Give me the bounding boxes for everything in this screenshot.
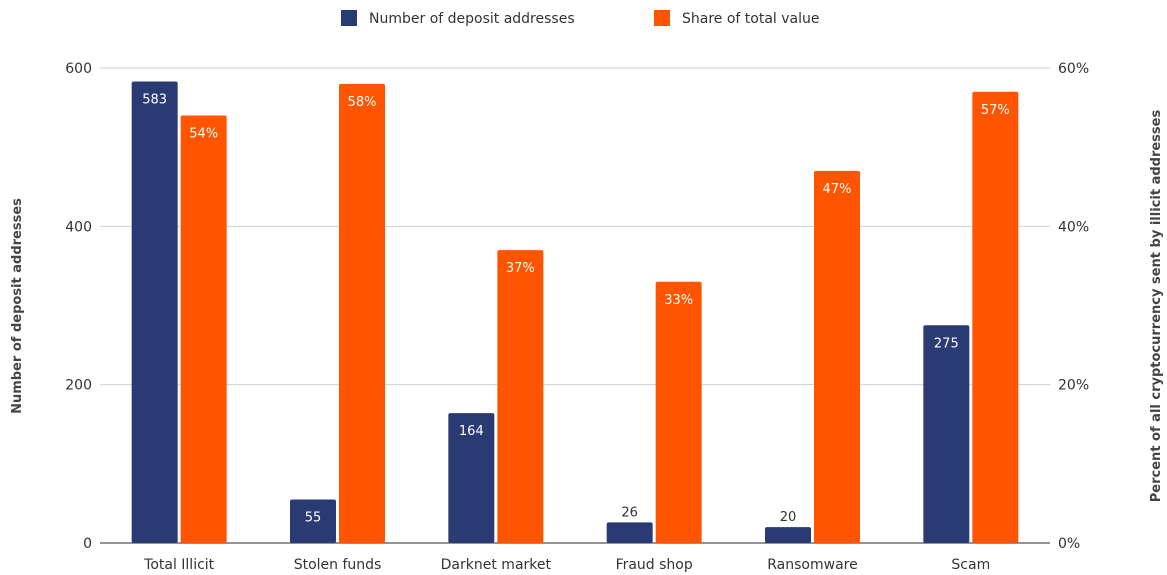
legend-item-share-of-total-value: Share of total value [654,10,820,27]
bar-number-of-deposit-addresses-scam [923,325,970,543]
bar-number-of-deposit-addresses-fraud-shop [606,522,653,543]
bars [131,81,1019,544]
right-axis-ticks: 0% 20% 40% 60% [1058,61,1089,552]
bar-label-share-of-total-value-fraud-shop: 33% [664,293,693,308]
left-axis-tick-label: 600 [65,61,92,77]
category-label-darknet-market: Darknet market [441,557,552,573]
bar-number-of-deposit-addresses-stolen-funds [290,499,336,543]
category-label-ransomware: Ransomware [767,557,857,573]
category-label-fraud-shop: Fraud shop [616,557,693,573]
legend: Number of deposit addresses Share of tot… [341,10,820,27]
right-axis-tick-label: 60% [1058,61,1089,77]
gridlines [100,67,1050,544]
category-labels: Total Illicit Stolen funds Darknet market F… [143,557,990,573]
bar-label-number-of-deposit-addresses-fraud-shop: 26 [621,505,638,520]
bar-label-share-of-total-value-stolen-funds: 58% [348,95,377,110]
bar-label-number-of-deposit-addresses-darknet-market: 164 [459,424,484,439]
legend-label-deposit-addresses: Number of deposit addresses [369,11,575,27]
bar-label-share-of-total-value-darknet-market: 37% [506,261,535,276]
bar-number-of-deposit-addresses-darknet-market [448,413,495,543]
right-axis-tick-label: 20% [1058,378,1089,394]
right-axis-tick-label: 40% [1058,219,1089,235]
bar-label-number-of-deposit-addresses-stolen-funds: 55 [305,510,322,525]
legend-swatch-share-of-total-value [654,10,670,26]
category-label-stolen-funds: Stolen funds [294,557,382,573]
bar-labels: 583 54% 55 58% 164 37% 26 33% 20 47% 275 57% [142,92,1010,525]
bar-label-number-of-deposit-addresses-scam: 275 [934,336,959,351]
bar-share-of-total-value-fraud-shop [655,281,702,543]
left-axis-tick-label: 200 [65,378,92,394]
right-axis-tick-label: 0% [1058,536,1080,552]
bar-number-of-deposit-addresses-total-illicit [131,81,178,543]
left-axis-tick-label: 400 [65,219,92,235]
category-label-scam: Scam [951,557,990,573]
legend-item-deposit-addresses: Number of deposit addresses [341,10,575,27]
left-axis-ticks: 0 200 400 600 [65,61,92,552]
bar-share-of-total-value-total-illicit [180,115,227,543]
right-axis-title: Percent of all cryptocurrency sent by il… [1149,110,1164,503]
bar-share-of-total-value-stolen-funds [339,83,385,543]
legend-label-share-of-total-value: Share of total value [682,11,820,27]
left-axis-tick-label: 0 [83,536,92,552]
bar-label-share-of-total-value-scam: 57% [981,103,1010,118]
bar-label-share-of-total-value-ransomware: 47% [823,182,852,197]
bar-number-of-deposit-addresses-ransomware [765,527,811,543]
bar-share-of-total-value-darknet-market [497,250,544,544]
category-label-total-illicit: Total Illicit [143,557,215,573]
left-axis-title: Number of deposit addresses [10,198,25,414]
bar-label-number-of-deposit-addresses-ransomware: 20 [780,510,797,525]
bar-share-of-total-value-ransomware [814,170,860,543]
bar-label-number-of-deposit-addresses-total-illicit: 583 [142,92,167,107]
bar-share-of-total-value-scam [972,91,1019,543]
bar-label-share-of-total-value-total-illicit: 54% [189,127,218,142]
legend-swatch-deposit-addresses [341,10,357,26]
